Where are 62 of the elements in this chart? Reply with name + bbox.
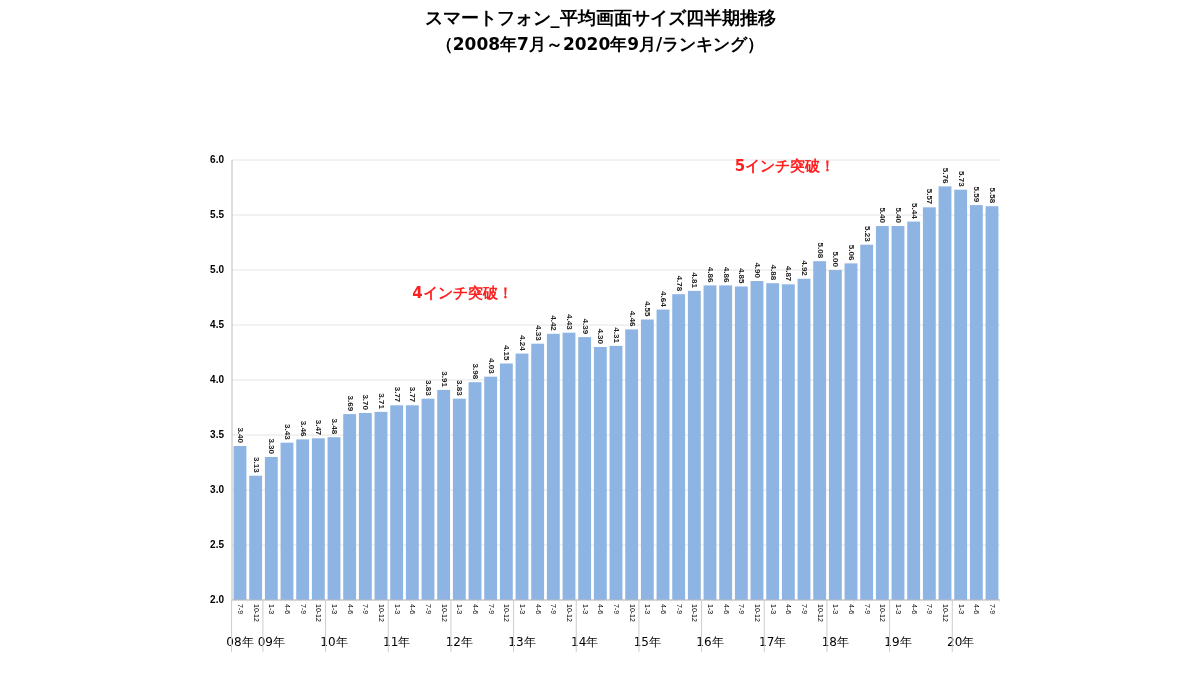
y-tick-label: 2.5 — [210, 538, 225, 550]
data-label: 4.92 — [799, 260, 809, 277]
data-label: 4.39 — [580, 318, 590, 335]
data-label: 4.33 — [533, 325, 543, 342]
data-label: 3.43 — [282, 424, 292, 441]
data-label: 4.78 — [674, 275, 684, 292]
y-tick-label: 4.5 — [210, 318, 225, 330]
data-label: 5.00 — [831, 251, 841, 268]
data-label: 3.69 — [345, 395, 355, 412]
data-label: 5.23 — [862, 226, 872, 243]
y-tick-label: 4.0 — [210, 373, 225, 385]
data-label: 5.57 — [925, 188, 935, 205]
y-tick-label: 3.0 — [210, 483, 225, 495]
data-label: 4.42 — [549, 315, 559, 332]
data-label: 5.40 — [893, 207, 903, 224]
chart-subtitle: （2008年7月～2020年9月/ランキング） — [435, 34, 765, 54]
data-label: 3.48 — [329, 418, 339, 435]
data-label: 5.40 — [878, 207, 888, 224]
data-label: 4.31 — [611, 327, 621, 344]
data-label: 4.85 — [737, 267, 747, 285]
data-label: 5.73 — [956, 171, 966, 188]
chart-title: スマートフォン_平均画面サイズ四半期推移 — [424, 7, 776, 28]
data-label: 3.71 — [376, 393, 386, 410]
data-label: 4.90 — [752, 262, 762, 279]
data-label: 3.40 — [235, 427, 245, 444]
y-tick-label: 3.5 — [210, 428, 225, 440]
data-label: 3.70 — [361, 394, 371, 411]
data-label: 4.87 — [784, 265, 794, 282]
data-label: 4.03 — [486, 358, 496, 375]
data-label: 5.59 — [972, 186, 982, 203]
data-label: 3.46 — [298, 420, 308, 437]
data-label: 4.64 — [658, 291, 668, 308]
data-label: 4.24 — [517, 335, 527, 352]
data-label: 3.77 — [408, 386, 418, 403]
data-label: 5.76 — [940, 167, 950, 184]
y-tick-label: 6.0 — [210, 153, 225, 165]
data-label: 3.83 — [423, 380, 433, 397]
y-tick-label: 5.0 — [210, 263, 225, 275]
data-label: 4.88 — [768, 264, 778, 281]
data-label: 5.44 — [909, 203, 919, 220]
data-label: 5.06 — [846, 244, 856, 261]
y-tick-label: 2.0 — [210, 593, 225, 605]
data-label: 3.98 — [470, 363, 480, 380]
data-label: 3.30 — [267, 438, 277, 455]
data-label: 3.77 — [392, 386, 402, 403]
data-label: 4.30 — [596, 328, 606, 345]
y-tick-label: 5.5 — [210, 208, 225, 220]
data-label: 4.86 — [721, 266, 731, 283]
data-label: 4.55 — [643, 300, 653, 318]
data-label: 3.47 — [314, 419, 324, 436]
data-label: 4.43 — [564, 314, 574, 331]
data-label: 4.46 — [627, 310, 637, 327]
data-label: 3.13 — [251, 457, 261, 474]
data-label: 5.58 — [987, 187, 997, 204]
data-label: 3.91 — [439, 371, 449, 388]
data-label: 3.83 — [455, 380, 465, 397]
data-label: 4.15 — [502, 344, 512, 362]
data-label: 5.08 — [815, 242, 825, 259]
annotation: 5インチ突破！ — [734, 157, 836, 175]
annotation: 4インチ突破！ — [412, 283, 513, 302]
data-label: 4.86 — [705, 266, 715, 283]
data-label: 4.81 — [690, 272, 700, 289]
